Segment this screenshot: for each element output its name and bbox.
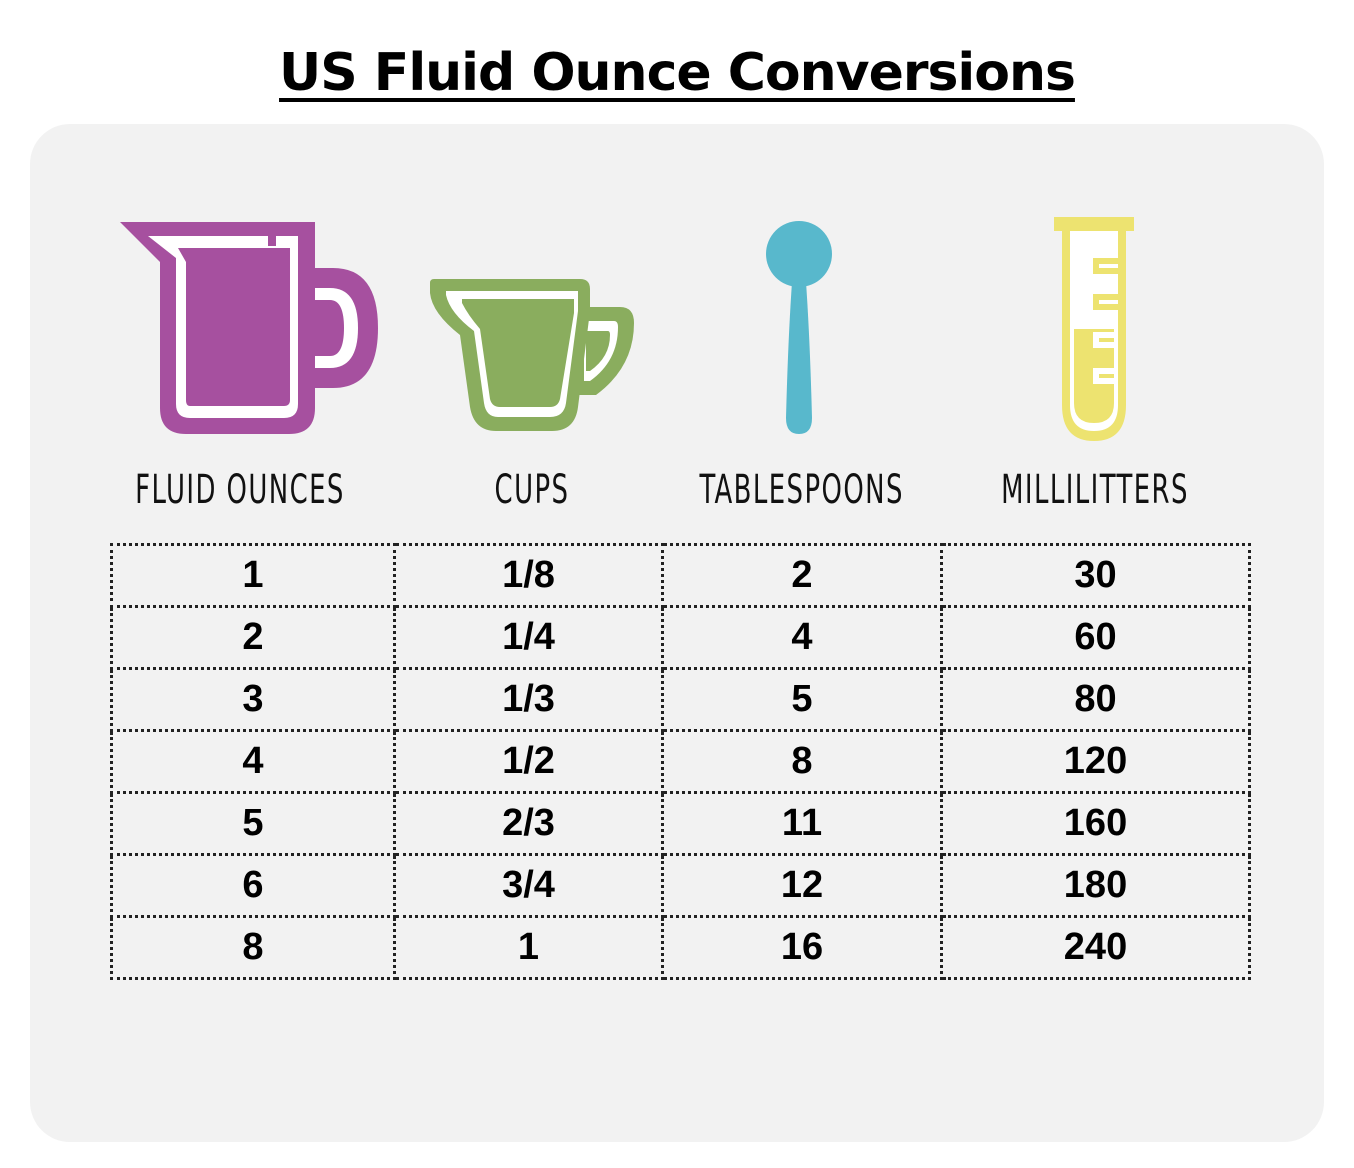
milliliters-cell: 180 [940,853,1251,918]
tablespoons-cell: 11 [661,791,943,856]
table-row: 4 1/2 8 120 [110,729,1251,794]
table-row: 2 1/4 4 60 [110,605,1251,670]
column-label-fluid-ounces: FLUID OUNCES [135,467,345,513]
fluid-ounces-cell: 3 [110,667,396,732]
spoon-icon [766,221,832,434]
page-title: US Fluid Ounce Conversions [0,38,1354,108]
fluid-ounces-cell: 4 [110,729,396,794]
milliliters-cell: 60 [940,605,1251,670]
milliliters-cell: 160 [940,791,1251,856]
table-row: 5 2/3 11 160 [110,791,1251,856]
cups-cell: 1/2 [393,729,664,794]
table-row: 8 1 16 240 [110,915,1251,980]
table-row: 6 3/4 12 180 [110,853,1251,918]
page-title-text: US Fluid Ounce Conversions [279,43,1076,103]
cups-cell: 1/3 [393,667,664,732]
cups-cell: 3/4 [393,853,664,918]
measuring-cup-icon [430,279,634,431]
cups-cell: 2/3 [393,791,664,856]
milliliters-cell: 120 [940,729,1251,794]
milliliters-cell: 80 [940,667,1251,732]
tablespoons-cell: 2 [661,543,943,608]
column-label-milliliters: MILLILITTERS [1001,467,1189,513]
test-tube-icon [1054,217,1134,441]
tablespoons-cell: 4 [661,605,943,670]
milliliters-cell: 240 [940,915,1251,980]
fluid-ounces-cell: 8 [110,915,396,980]
fluid-ounces-cell: 1 [110,543,396,608]
tablespoons-cell: 5 [661,667,943,732]
cups-cell: 1 [393,915,664,980]
milliliters-cell: 30 [940,543,1251,608]
tablespoons-cell: 16 [661,915,943,980]
cups-cell: 1/8 [393,543,664,608]
measuring-pitcher-icon [120,222,378,434]
tablespoons-cell: 8 [661,729,943,794]
fluid-ounces-cell: 5 [110,791,396,856]
table-row: 1 1/8 2 30 [110,543,1251,608]
fluid-ounces-cell: 2 [110,605,396,670]
conversion-table: 1 1/8 2 30 2 1/4 4 60 3 1/3 5 80 4 1/2 8… [110,543,1251,980]
fluid-ounces-cell: 6 [110,853,396,918]
tablespoons-cell: 12 [661,853,943,918]
cups-cell: 1/4 [393,605,664,670]
column-label-cups: CUPS [494,467,570,513]
column-label-tablespoons: TABLESPOONS [699,467,904,513]
table-row: 3 1/3 5 80 [110,667,1251,732]
